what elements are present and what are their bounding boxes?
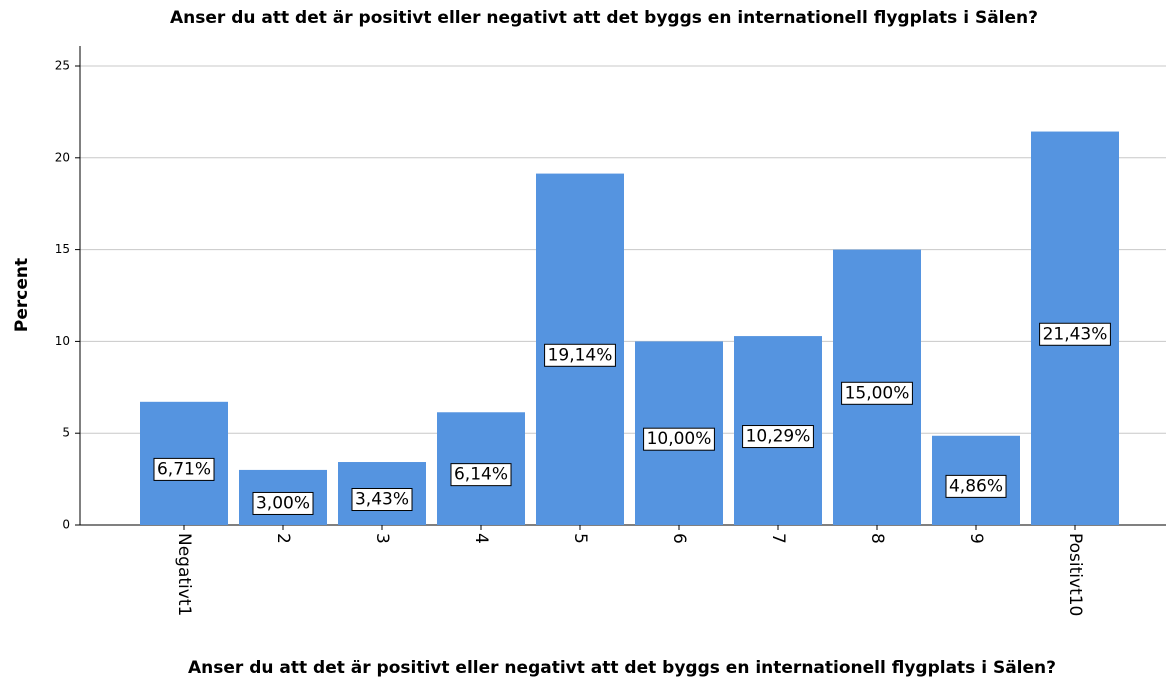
- value-label: 6,71%: [157, 459, 211, 479]
- value-label-box: [450, 463, 512, 487]
- x-tick-label: 8: [867, 533, 887, 544]
- value-label-box: [252, 491, 314, 515]
- value-label-box: [643, 427, 715, 451]
- value-label-box: [153, 457, 215, 481]
- value-label-box: [351, 488, 413, 512]
- y-tick-label: 15: [55, 242, 70, 256]
- value-label: 21,43%: [1043, 324, 1108, 344]
- y-tick-label: 5: [62, 426, 70, 440]
- y-tick-label: 20: [55, 150, 70, 164]
- x-tick-label: 9: [966, 533, 986, 544]
- value-label-box: [742, 425, 814, 449]
- chart-title: Anser du att det är positivt eller negat…: [170, 8, 1038, 28]
- value-label: 15,00%: [845, 383, 910, 403]
- y-tick-label: 0: [62, 518, 70, 532]
- value-label: 10,00%: [647, 429, 712, 449]
- x-axis-title: Anser du att det är positivt eller negat…: [188, 658, 1056, 678]
- value-label: 4,86%: [949, 476, 1003, 496]
- x-tick-label: 6: [669, 533, 689, 544]
- y-axis-title: Percent: [12, 258, 32, 332]
- y-tick-label: 10: [55, 334, 70, 348]
- value-label: 10,29%: [746, 427, 811, 447]
- x-tick-label: Negativt1: [174, 533, 194, 616]
- x-tick-label: 2: [273, 533, 293, 544]
- x-tick-label: 5: [570, 533, 590, 544]
- x-tick-label: 7: [768, 533, 788, 544]
- value-label: 3,00%: [256, 493, 310, 513]
- value-label-box: [945, 474, 1007, 498]
- x-tick-label: 3: [372, 533, 392, 544]
- value-label: 3,43%: [355, 490, 409, 510]
- value-label-box: [1039, 322, 1111, 346]
- value-label-box: [841, 381, 913, 405]
- x-tick-label: Positivt10: [1065, 533, 1085, 616]
- value-label: 19,14%: [548, 345, 613, 365]
- y-tick-label: 25: [55, 59, 70, 73]
- x-tick-label: 4: [471, 533, 491, 544]
- value-label-box: [544, 343, 616, 367]
- value-label: 6,14%: [454, 465, 508, 485]
